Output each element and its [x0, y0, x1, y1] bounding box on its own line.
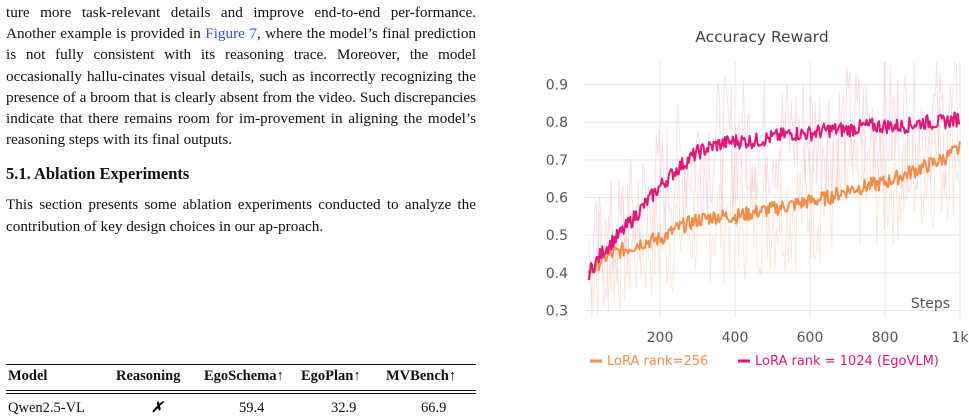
legend: LoRA rank=256 LoRA rank = 1024 (EgoVLM) [590, 354, 939, 369]
series-line-lora-1024 [587, 111, 961, 281]
cell-egoschema: 59.4 [239, 400, 265, 416]
raw-series-noise [588, 105, 960, 319]
table-header-rule-2 [6, 393, 476, 394]
legend-label-lora-256: LoRA rank=256 [607, 354, 708, 369]
section-heading: 5.1. Ablation Experiments [6, 164, 190, 184]
noise-band [588, 61, 960, 319]
accuracy-reward-chart: Accuracy Reward 0.3 0.4 0.5 0.6 0.7 0.8 0.9 20… [500, 0, 969, 414]
y-tick-label: 0.6 [546, 191, 568, 207]
paper-text-column: ture more task-relevant details and impr… [6, 2, 476, 237]
cell-model: Qwen2.5-VL [8, 400, 85, 416]
chart-title: Accuracy Reward [695, 28, 828, 46]
series-lines [587, 111, 961, 281]
cell-egoplan: 32.9 [331, 400, 357, 416]
x-tick-label: 400 [722, 330, 749, 346]
y-tick-label: 0.7 [546, 153, 568, 169]
header-reasoning: Reasoning [116, 368, 181, 384]
series-line-lora-256 [587, 141, 961, 276]
legend-label-lora-1024: LoRA rank = 1024 (EgoVLM) [755, 354, 939, 369]
header-egoplan: EgoPlan↑ [301, 368, 361, 384]
paragraph-intro: ture more task-relevant details and impr… [6, 2, 476, 150]
x-axis-label: Steps [911, 296, 950, 312]
figure-7-link[interactable]: Figure 7 [205, 25, 257, 43]
table-header-rule-1 [6, 390, 476, 391]
x-tick-label: 200 [647, 330, 674, 346]
y-tick-label: 0.5 [546, 228, 568, 244]
header-model: Model [8, 368, 48, 384]
table-top-rule [6, 364, 476, 365]
header-egoschema: EgoSchema↑ [204, 368, 284, 384]
cell-reasoning: ✗ [151, 400, 164, 416]
header-mvbench: MVBench↑ [386, 368, 457, 384]
y-tick-label: 0.4 [546, 266, 568, 282]
paragraph-intro-text-b: , where the model’s final prediction is … [6, 25, 477, 149]
y-tick-label: 0.9 [546, 78, 568, 94]
x-tick-labels: 200 400 600 800 1k [647, 330, 969, 346]
chart-svg: Accuracy Reward 0.3 0.4 0.5 0.6 0.7 0.8 0.9 20… [546, 28, 969, 369]
y-tick-labels: 0.3 0.4 0.5 0.6 0.7 0.8 0.9 [546, 78, 568, 320]
x-tick-label: 800 [872, 330, 899, 346]
y-tick-label: 0.8 [546, 115, 568, 131]
raw-series-noise [588, 61, 960, 307]
x-tick-label: 600 [797, 330, 824, 346]
cell-mvbench: 66.9 [421, 400, 447, 416]
paragraph-ablation: This section presents some ablation expe… [6, 196, 476, 235]
y-tick-label: 0.3 [546, 303, 568, 319]
x-tick-label: 1k [951, 330, 969, 346]
grid [585, 62, 961, 318]
paragraph-intro-text-a: ture more task-relevant details and impr… [6, 4, 476, 43]
